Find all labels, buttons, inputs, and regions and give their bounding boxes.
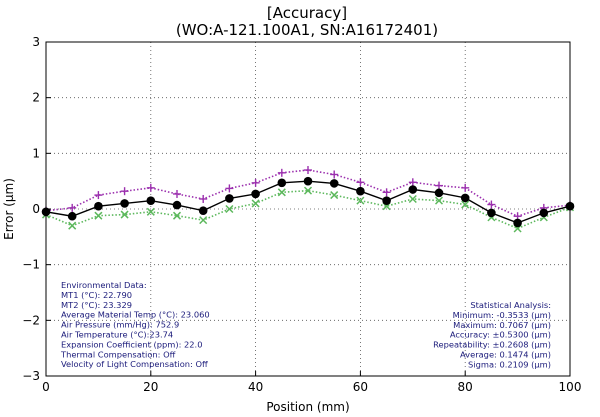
statistics-line: Accuracy: ±0.5300 (μm) [450, 330, 551, 340]
statistics-line: Statistical Analysis: [470, 300, 551, 310]
data-point [251, 189, 260, 199]
environmental-line: Average Material Temp (°C): 23.060 [61, 310, 210, 320]
data-point [120, 187, 129, 196]
data-point [408, 185, 418, 194]
data-point [172, 200, 182, 210]
data-point [146, 207, 155, 216]
data-point [146, 196, 156, 205]
y-tick-label: −3 [22, 369, 40, 383]
data-point [120, 210, 129, 219]
data-point [277, 178, 287, 188]
x-tick-label: 0 [42, 380, 50, 394]
series-0 [41, 176, 575, 228]
data-point [68, 203, 77, 212]
data-point [382, 188, 391, 197]
data-point [435, 181, 443, 190]
environmental-line: Thermal Compensation: Off [60, 349, 176, 359]
environmental-line: MT2 (°C): 23.329 [61, 300, 132, 310]
statistics-line: Average: 0.1474 (μm) [460, 350, 551, 360]
statistics-line: Maximum: 0.7067 (μm) [453, 320, 551, 330]
data-point [303, 186, 313, 195]
data-point [277, 168, 286, 177]
x-tick-label: 100 [559, 380, 582, 394]
chart-subtitle: (WO:A-121.100A1, SN:A16172401) [176, 21, 438, 39]
data-point [382, 196, 391, 205]
environmental-line: Environmental Data: [61, 280, 147, 290]
y-tick-label: 2 [32, 91, 40, 105]
data-point [198, 206, 208, 215]
data-point [356, 178, 365, 187]
data-point [277, 188, 286, 197]
data-point [408, 178, 417, 187]
data-point [329, 179, 339, 188]
data-point [172, 211, 182, 220]
data-point [356, 196, 365, 205]
environmental-line: Expansion Coefficient (ppm): 22.0 [61, 339, 202, 349]
data-point [460, 193, 470, 203]
chart-title: [Accuracy] [267, 4, 347, 22]
data-point [356, 186, 365, 196]
statistical-analysis-box: Statistical Analysis:Minimum: -0.3533 (μ… [433, 300, 551, 369]
statistics-line: Sigma: 0.2109 (μm) [468, 359, 551, 369]
data-point [513, 218, 522, 228]
data-point [94, 211, 103, 220]
x-tick-label: 20 [143, 380, 158, 394]
data-point [120, 199, 129, 208]
x-axis-label: Position (mm) [266, 400, 349, 414]
data-point [487, 208, 496, 218]
x-tick-label: 60 [353, 380, 368, 394]
data-point [461, 200, 470, 209]
environmental-line: Air Pressure (mm/Hg): 752.9 [61, 320, 179, 330]
series-layer [41, 166, 575, 233]
y-tick-label: 0 [32, 202, 40, 216]
y-tick-label: 1 [32, 146, 40, 160]
environmental-line: Velocity of Light Compensation: Off [61, 359, 208, 369]
data-point [225, 184, 234, 193]
y-tick-label: −1 [22, 258, 40, 272]
environmental-line: MT1 (°C): 22.790 [61, 290, 132, 300]
data-point [304, 166, 312, 175]
data-point [330, 191, 339, 200]
data-point [94, 191, 103, 200]
data-point [146, 183, 155, 192]
data-point [225, 194, 234, 203]
x-tick-label: 80 [458, 380, 473, 394]
y-tick-label: −2 [22, 313, 40, 327]
data-point [408, 194, 417, 204]
data-point [94, 201, 103, 211]
data-point [434, 188, 444, 198]
data-point [539, 208, 549, 218]
x-tick-label: 40 [248, 380, 263, 394]
data-point [251, 199, 260, 208]
data-point [199, 194, 208, 203]
statistics-line: Repeatability: ±0.2608 (μm) [433, 340, 551, 350]
data-point [68, 221, 77, 230]
data-point [461, 183, 470, 192]
data-point [67, 211, 77, 221]
environmental-line: Air Temperature (°C):23.74 [61, 330, 173, 340]
data-point [303, 176, 313, 186]
series-line [45, 189, 571, 230]
y-tick-label: 3 [32, 35, 40, 49]
data-point [199, 216, 208, 225]
data-point [225, 204, 234, 214]
data-point [434, 196, 444, 205]
data-point [487, 200, 496, 209]
data-point [173, 189, 181, 198]
y-axis-label: Error (μm) [2, 178, 16, 240]
data-point [251, 178, 260, 187]
data-point [330, 170, 339, 179]
plot-frame [45, 41, 571, 377]
statistics-line: Minimum: -0.3533 (μm) [453, 310, 551, 320]
